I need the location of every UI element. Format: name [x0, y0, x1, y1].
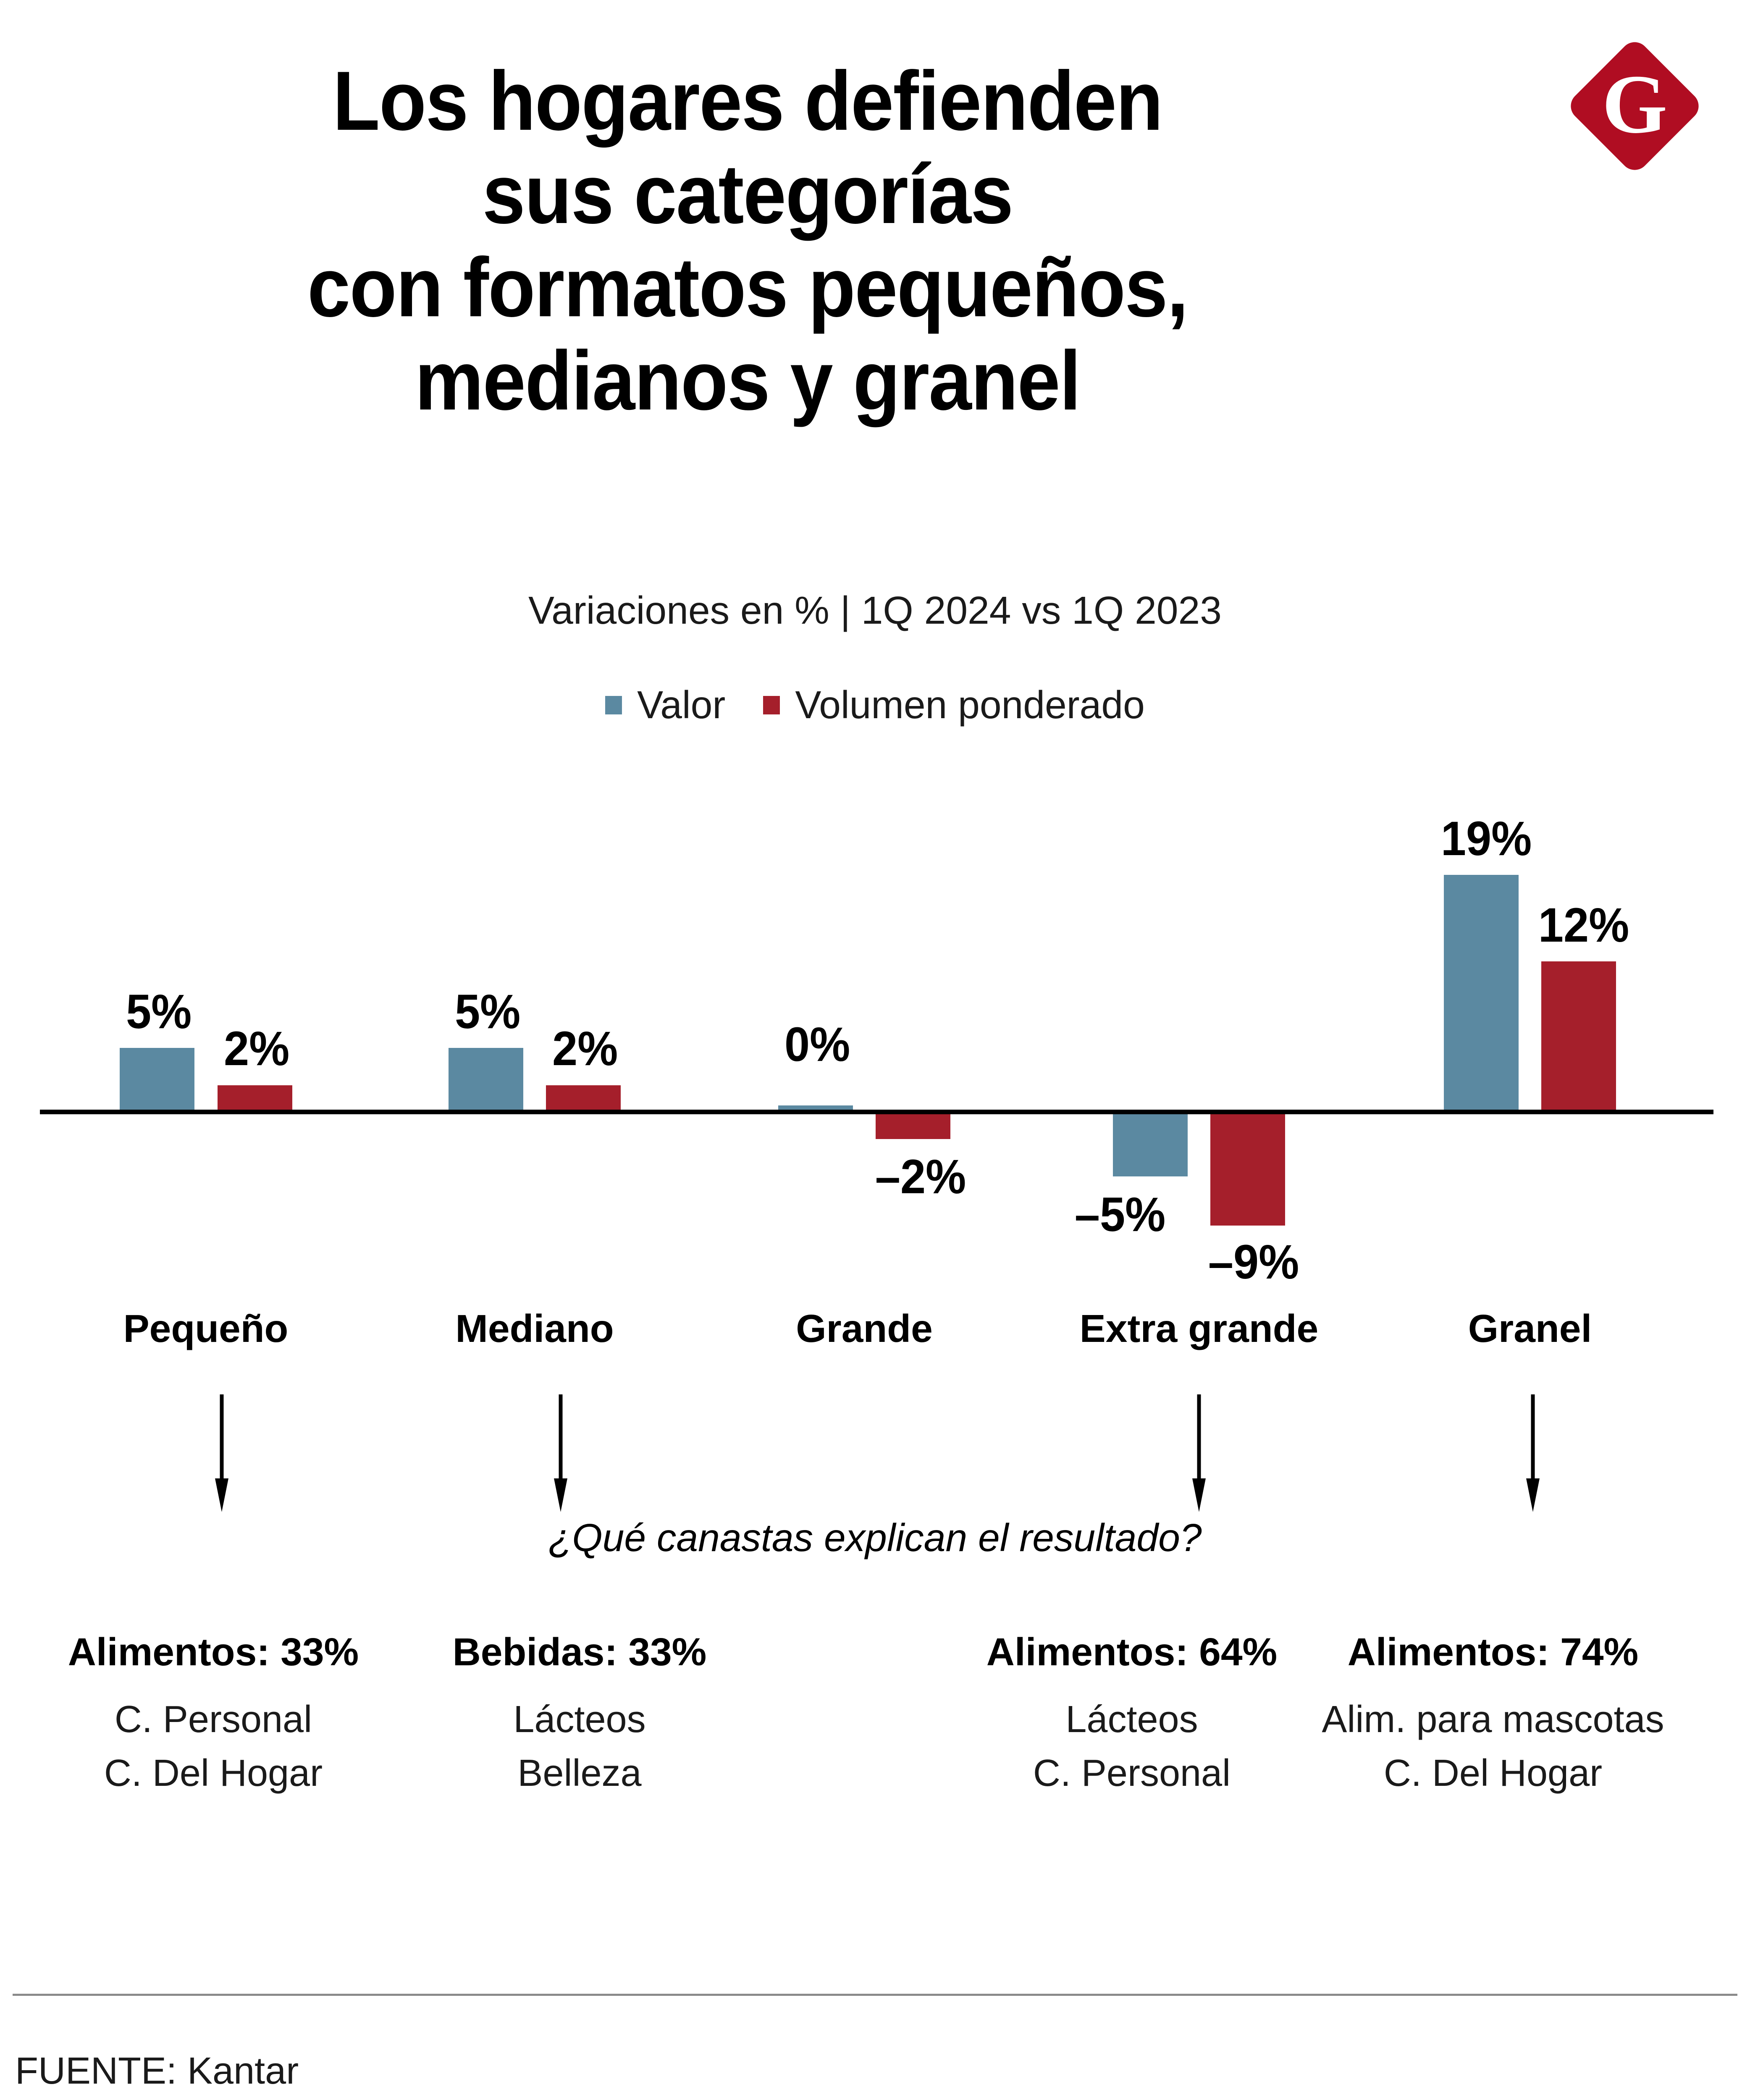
bar-valor-extra-grande: [1113, 1114, 1188, 1176]
down-arrow-icon-pequeno: [209, 1394, 234, 1514]
bar-volumen-granel: [1541, 961, 1616, 1110]
bar-volumen-grande: [876, 1114, 950, 1139]
down-arrow-icon-extra-grande: [1186, 1394, 1212, 1514]
source-text: FUENTE: Kantar: [15, 2050, 299, 2092]
bar-valor-mediano: [449, 1048, 523, 1110]
page-title: Los hogares defienden sus categorías con…: [307, 54, 1189, 428]
category-label-granel: Granel: [1468, 1307, 1592, 1350]
legend-item-valor: Valor: [605, 682, 725, 727]
basket-line-mediano-2: Belleza: [517, 1752, 642, 1794]
category-label-mediano: Mediano: [455, 1307, 614, 1350]
legend-item-volumen: Volumen ponderado: [763, 682, 1145, 727]
basket-head-pequeno: Alimentos: 33%: [68, 1630, 359, 1674]
bar-chart: 5% 2% 5% 2% 0% –2% –5% –9% 19% 12% Peque…: [40, 812, 1713, 1512]
bar-volumen-mediano: [546, 1085, 621, 1110]
bar-valor-pequeno: [120, 1048, 194, 1110]
header: Los hogares defienden sus categorías con…: [0, 0, 1750, 546]
basket-line-extra-grande-2: C. Personal: [1033, 1752, 1231, 1794]
basket-block-pequeno: Alimentos: 33% C. Personal C. Del Hogar: [68, 1630, 359, 1801]
category-label-pequeno: Pequeño: [123, 1307, 289, 1350]
basket-line-extra-grande-1: Lácteos: [1065, 1698, 1198, 1740]
bar-valor-granel: [1444, 875, 1519, 1110]
chart-zero-axis-line: [40, 1110, 1713, 1114]
basket-line-granel-1: Alim. para mascotas: [1322, 1698, 1664, 1740]
footer-divider: [13, 1994, 1737, 1996]
bar-valor-grande: [778, 1105, 853, 1110]
bar-label-valor-grande: 0%: [784, 1018, 850, 1071]
basket-line-mediano-1: Lácteos: [513, 1698, 646, 1740]
bar-label-valor-pequeno: 5%: [126, 985, 192, 1039]
legend-swatch-volumen: [763, 696, 780, 714]
basket-block-extra-grande: Alimentos: 64% Lácteos C. Personal: [987, 1630, 1278, 1801]
category-label-extra-grande: Extra grande: [1079, 1307, 1319, 1350]
chart-legend: Valor Volumen ponderado: [0, 682, 1750, 727]
bar-label-volumen-extra-grande: –9%: [1208, 1235, 1299, 1289]
basket-line-granel-2: C. Del Hogar: [1383, 1752, 1603, 1794]
basket-head-granel: Alimentos: 74%: [1347, 1630, 1639, 1674]
bar-label-volumen-granel: 12%: [1538, 898, 1629, 952]
bar-volumen-pequeno: [218, 1085, 292, 1110]
bar-label-volumen-mediano: 2%: [552, 1022, 618, 1076]
brand-logo-letter: G: [1602, 58, 1668, 151]
legend-label-volumen: Volumen ponderado: [795, 683, 1145, 727]
category-label-grande: Grande: [796, 1307, 933, 1350]
legend-label-valor: Valor: [637, 683, 726, 727]
basket-line-pequeno-1: C. Personal: [114, 1698, 312, 1740]
basket-head-mediano: Bebidas: 33%: [452, 1630, 707, 1674]
basket-line-pequeno-2: C. Del Hogar: [104, 1752, 323, 1794]
basket-block-mediano: Bebidas: 33% Lácteos Belleza: [453, 1630, 707, 1801]
chart-subtitle: Variaciones en % | 1Q 2024 vs 1Q 2023: [528, 588, 1222, 632]
baskets-question: ¿Qué canastas explican el resultado?: [548, 1516, 1202, 1559]
bar-label-valor-granel: 19%: [1440, 812, 1532, 866]
bar-label-volumen-pequeno: 2%: [223, 1022, 290, 1076]
basket-block-granel: Alimentos: 74% Alim. para mascotas C. De…: [1322, 1630, 1664, 1801]
down-arrow-icon-mediano: [548, 1394, 573, 1514]
bar-label-volumen-grande: –2%: [875, 1150, 966, 1204]
basket-head-extra-grande: Alimentos: 64%: [986, 1630, 1278, 1674]
bar-label-valor-extra-grande: –5%: [1074, 1188, 1166, 1242]
bar-volumen-extra-grande: [1210, 1114, 1285, 1226]
down-arrow-icon-granel: [1520, 1394, 1545, 1514]
bar-label-valor-mediano: 5%: [454, 985, 521, 1039]
legend-swatch-valor: [605, 696, 622, 714]
